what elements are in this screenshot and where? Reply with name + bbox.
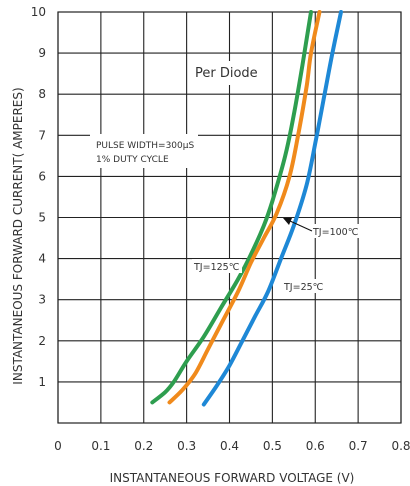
- y-tick-label: 1: [38, 375, 46, 389]
- x-tick-label: 0.1: [91, 439, 110, 453]
- x-tick-label: 0.3: [177, 439, 196, 453]
- x-tick-label: 0.6: [306, 439, 325, 453]
- label-125-bg: [192, 259, 242, 273]
- x-tick-label: 0.7: [349, 439, 368, 453]
- series-label-100: TJ=100℃: [312, 227, 359, 238]
- x-tick-label: 0.4: [220, 439, 239, 453]
- x-tick-label: 0.2: [134, 439, 153, 453]
- y-tick-label: 8: [38, 87, 46, 101]
- y-tick-label: 5: [38, 211, 46, 225]
- label-25-bg: [282, 279, 330, 293]
- label-100-bg: [310, 224, 362, 238]
- x-axis-ticks: 0 0.1 0.2 0.3 0.4 0.5 0.6 0.7 0.8: [54, 439, 410, 453]
- duty-cycle-label: 1% DUTY CYCLE: [96, 155, 169, 165]
- series-line-2: [201, 10, 343, 407]
- y-tick-label: 4: [38, 252, 46, 266]
- per-diode-bg: [189, 61, 267, 85]
- y-tick-label: 9: [38, 46, 46, 60]
- x-axis-title: INSTANTANEOUS FORWARD VOLTAGE (V): [110, 471, 355, 485]
- label-arrow: [283, 218, 313, 232]
- y-axis-title: INSTANTANEOUS FORWARD CURRENT( AMPERES): [11, 87, 25, 384]
- x-tick-label: 0.5: [263, 439, 282, 453]
- y-tick-label: 3: [38, 293, 46, 307]
- series-label-25: TJ=25℃: [283, 282, 324, 293]
- series-label-125: TJ=125℃: [193, 262, 240, 273]
- series-line-0: [150, 10, 313, 405]
- pulse-bg: [90, 134, 198, 168]
- plot-area: [57, 11, 402, 424]
- per-diode-label: Per Diode: [195, 66, 258, 81]
- series-layer: [150, 10, 343, 407]
- y-tick-label: 10: [31, 5, 46, 19]
- y-tick-label: 6: [38, 169, 46, 183]
- y-tick-label: 7: [38, 128, 46, 142]
- pulse-width-label: PULSE WIDTH=300μS: [96, 141, 194, 151]
- y-axis-ticks: 1 2 3 4 5 6 7 8 9 10: [31, 5, 46, 389]
- y-tick-label: 2: [38, 334, 46, 348]
- x-tick-label: 0.8: [391, 439, 410, 453]
- series-line-1: [167, 10, 322, 405]
- x-tick-label: 0: [54, 439, 62, 453]
